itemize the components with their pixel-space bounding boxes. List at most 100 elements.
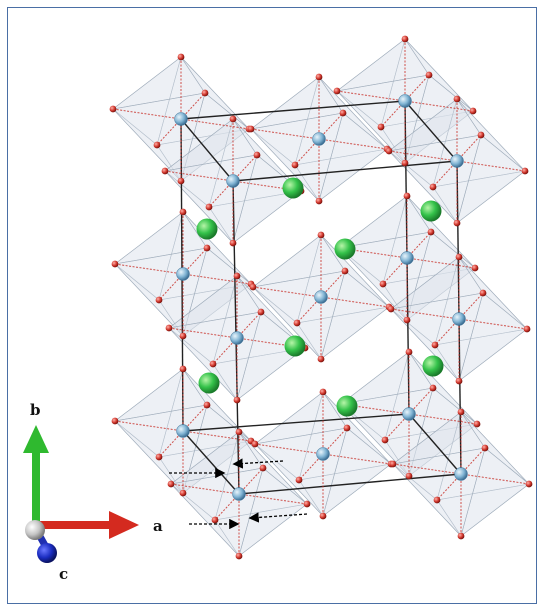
octahedral-center-atom — [398, 94, 412, 108]
oxygen-atom — [111, 417, 119, 425]
metal-oxygen-bond — [382, 257, 408, 285]
metal-oxygen-bond — [432, 160, 458, 188]
metal-oxygen-bond — [384, 413, 410, 441]
metal-oxygen-bond — [408, 413, 478, 425]
oxygen-atom — [229, 239, 237, 247]
oxygen-atom — [385, 147, 393, 155]
metal-oxygen-bond — [156, 118, 182, 146]
octahedral-center-atoms — [174, 94, 468, 501]
metal-oxygen-bond — [180, 92, 206, 120]
oxygen-atom — [405, 472, 413, 480]
oxygen-atom — [209, 360, 217, 368]
metal-oxygen-bond — [460, 447, 486, 475]
metal-oxygen-bond — [434, 318, 460, 346]
oxygen-atom — [319, 512, 327, 520]
oxygen-atom — [249, 283, 257, 291]
oxygen-atom — [433, 496, 441, 504]
a-axis-arrowhead — [109, 511, 139, 539]
oxygen-atom — [253, 151, 261, 159]
metal-oxygen-bond — [158, 430, 184, 458]
oxygen-atom — [431, 341, 439, 349]
crystal-structure-diagram: b a c — [23, 35, 533, 583]
oxygen-atom — [405, 348, 413, 356]
green-cation-atom — [284, 335, 306, 357]
octahedral-center-atom — [454, 467, 468, 481]
metal-oxygen-bond — [252, 286, 322, 298]
metal-oxygen-bond — [320, 296, 390, 308]
metal-oxygen-bond — [112, 108, 182, 120]
unit-cell-edge — [232, 160, 458, 182]
octahedral-center-atom — [450, 154, 464, 168]
metal-oxygen-bond — [380, 100, 406, 128]
green-cation-atom — [336, 395, 358, 417]
b-axis-arrowhead — [23, 425, 49, 453]
metal-oxygen-bond — [406, 257, 476, 269]
green-cation-atoms — [196, 177, 444, 417]
oxygen-atom — [315, 73, 323, 81]
oxygen-atom — [167, 480, 175, 488]
oxygen-atom — [179, 332, 187, 340]
oxygen-atom — [247, 125, 255, 133]
oxygen-atom — [429, 183, 437, 191]
oxygen-atom — [155, 296, 163, 304]
octahedral-center-atom — [400, 251, 414, 265]
oxygen-atom — [315, 197, 323, 205]
oxygen-atom — [401, 159, 409, 167]
b-axis-shaft — [32, 451, 40, 527]
oxygen-atom — [333, 87, 341, 95]
metal-oxygen-bond — [318, 112, 344, 140]
octahedral-center-atom — [176, 267, 190, 281]
metal-oxygen-bond — [296, 296, 322, 324]
metal-oxygen-bond — [212, 337, 238, 365]
metal-oxygen-bond — [458, 318, 528, 330]
oxygen-atom — [111, 260, 119, 268]
metal-oxygen-bond — [182, 430, 252, 442]
b-axis-label: b — [30, 401, 41, 419]
metal-oxygen-bond — [170, 483, 240, 495]
green-cation-atom — [334, 238, 356, 260]
metal-oxygen-bond — [390, 308, 460, 320]
oxygen-atom — [457, 532, 465, 540]
oxygen-atom — [251, 440, 259, 448]
metal-oxygen-bond — [214, 493, 240, 521]
metal-oxygen-bond — [294, 138, 320, 166]
metal-oxygen-bond — [254, 443, 324, 455]
metal-oxygen-bond — [182, 404, 208, 432]
oxygen-atom — [481, 444, 489, 452]
oxygen-atom — [179, 489, 187, 497]
metal-oxygen-bond — [322, 427, 348, 455]
oxygen-atom — [425, 71, 433, 79]
oxygen-atom — [177, 177, 185, 185]
unit-cell-edge — [180, 118, 234, 182]
c-axis-label: c — [59, 565, 68, 583]
octahedral-center-atom — [316, 447, 330, 461]
metal-oxygen-bond — [164, 170, 234, 182]
octahedral-center-atom — [312, 132, 326, 146]
metal-oxygen-bond — [388, 150, 458, 162]
green-cation-atom — [422, 355, 444, 377]
octahedral-center-atom — [232, 487, 246, 501]
metal-oxygen-bond — [232, 154, 258, 182]
oxygen-atom — [453, 95, 461, 103]
oxygen-atom — [155, 453, 163, 461]
oxygen-atom — [479, 289, 487, 297]
octahedral-center-atom — [226, 174, 240, 188]
metal-oxygen-bond — [180, 118, 250, 130]
oxygen-atom — [471, 264, 479, 272]
oxygen-atom — [521, 167, 529, 175]
metal-oxygen-bond — [168, 327, 238, 339]
green-cation-atom — [196, 218, 218, 240]
octahedral-center-atom — [402, 407, 416, 421]
green-cation-atom — [420, 200, 442, 222]
octahedral-center-atom — [174, 112, 188, 126]
oxygen-atom — [387, 305, 395, 313]
oxygen-atom — [203, 244, 211, 252]
metal-oxygen-bond — [298, 453, 324, 481]
oxygen-atom — [257, 308, 265, 316]
oxygen-atom — [343, 424, 351, 432]
metal-oxygen-bond — [114, 263, 184, 275]
figure-frame: b a c — [7, 7, 537, 604]
metal-oxygen-bond — [182, 247, 208, 275]
metal-oxygen-bond — [404, 100, 474, 112]
metal-oxygen-bond — [406, 231, 432, 259]
